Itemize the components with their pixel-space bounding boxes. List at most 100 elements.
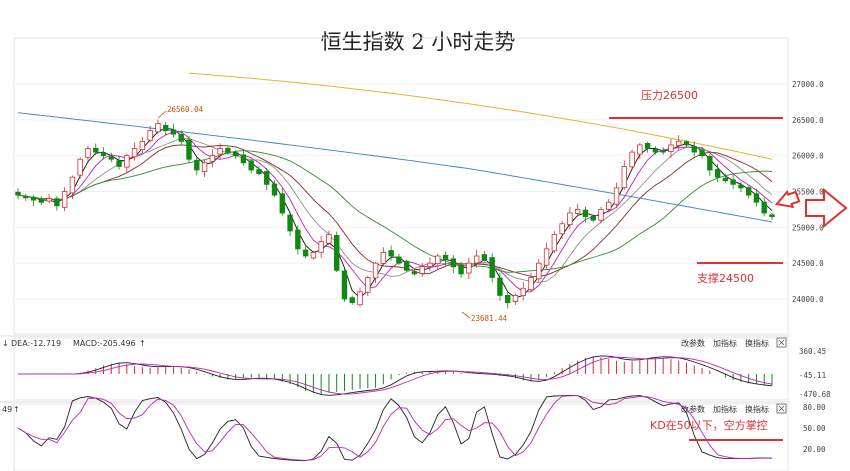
candle-body: [201, 162, 208, 172]
candle-body: [559, 223, 565, 235]
price-tick-label: 27000.0: [792, 80, 824, 89]
macd-dea: DEA:-12.719: [11, 339, 61, 348]
price-tick-label: 25000.0: [792, 223, 824, 232]
candle-body: [349, 297, 355, 303]
candle-body: [567, 212, 573, 225]
candle-body: [256, 169, 262, 174]
candle-body: [450, 258, 456, 268]
candle-body: [264, 171, 270, 185]
kd-buttons[interactable]: 改参数 加指标 换指标: [681, 403, 787, 414]
ma30-line: [17, 144, 773, 278]
ma60-line: [17, 150, 773, 273]
price-tick-label: 24000.0: [792, 295, 824, 304]
candle-body: [442, 254, 449, 260]
candle-body: [248, 160, 254, 171]
kd-k-line: [17, 395, 773, 462]
candles: [15, 119, 775, 309]
macd-up-arrow: ↑: [139, 339, 146, 348]
candle-body: [745, 187, 752, 196]
kd-note: KD在50以下，空方掌控: [650, 418, 768, 432]
candle-body: [30, 196, 37, 201]
candle-body: [512, 295, 519, 303]
kd-panel: [13, 403, 789, 471]
price-tick-label: 26500.0: [792, 116, 824, 125]
kd-d-line: [17, 395, 772, 461]
candle-body: [23, 196, 29, 199]
low-label: 23681.44: [471, 314, 508, 323]
resistance-label: 压力26500: [641, 89, 698, 102]
candle-body: [46, 198, 52, 202]
candle-body: [357, 291, 363, 306]
candle-body: [365, 277, 371, 293]
candle-body: [69, 176, 76, 194]
candle-body: [497, 277, 503, 296]
price-panel: [13, 37, 789, 335]
macd-add-indicator[interactable]: 加指标: [713, 338, 737, 348]
macd-dea-line: [18, 356, 773, 395]
moving-average-lines: [17, 72, 773, 299]
candle-body: [668, 144, 674, 152]
candle-body: [108, 156, 114, 160]
candle-body: [396, 256, 402, 264]
ma120-line: [17, 112, 773, 223]
candle-body: [155, 123, 161, 133]
price-tick-label: 26000.0: [792, 152, 824, 161]
macd-tick-label: -45.11: [799, 371, 826, 380]
kd-plot: [17, 395, 773, 462]
candle-body: [124, 155, 130, 168]
kd-add-indicator[interactable]: 加指标: [713, 404, 737, 414]
candle-body: [683, 141, 690, 146]
candle-body: [287, 214, 293, 232]
candle-body: [699, 149, 705, 157]
candle-body: [380, 252, 387, 264]
candle-body: [582, 209, 589, 217]
candle-body: [162, 124, 169, 131]
candle-body: [209, 155, 216, 162]
candle-body: [116, 160, 122, 167]
candle-body: [77, 158, 83, 176]
candle-body: [302, 249, 309, 257]
candle-body: [660, 150, 666, 153]
candle-body: [170, 129, 177, 135]
candle-body: [598, 209, 604, 221]
candle-body: [15, 191, 21, 196]
candle-body: [54, 198, 60, 207]
macd-switch-indicator[interactable]: 换指标: [745, 338, 769, 348]
candle-body: [139, 140, 146, 151]
kd-axis: 80.00 50.00 20.00: [803, 403, 826, 454]
macd-change-params[interactable]: 改参数: [681, 338, 705, 348]
candle-body: [520, 287, 526, 296]
candle-body: [334, 235, 340, 271]
macd-plot: [18, 355, 773, 396]
ma20-line: [17, 137, 773, 283]
candle-body: [574, 209, 581, 214]
candle-body: [644, 143, 651, 149]
candle-body: [217, 148, 223, 155]
candle-body: [489, 257, 495, 278]
kd-change-params[interactable]: 改参数: [681, 404, 705, 414]
candle-body: [318, 241, 324, 253]
candle-body: [606, 201, 612, 210]
ma250-line: [188, 72, 773, 160]
kd-up-arrow: ↑: [13, 405, 20, 414]
candle-body: [388, 250, 394, 257]
candle-body: [466, 262, 472, 274]
kd-switch-indicator[interactable]: 换指标: [745, 404, 769, 414]
macd-close-icon[interactable]: [776, 337, 787, 348]
ma5-line: [17, 127, 773, 299]
candle-body: [232, 152, 239, 157]
macd-tick-label: 360.45: [799, 347, 826, 356]
candle-body: [738, 184, 744, 189]
kd-header: 49: [2, 405, 12, 414]
kd-close-icon[interactable]: [776, 403, 787, 414]
candle-body: [590, 215, 596, 221]
macd-axis: 360.45 -45.11 -470.68: [799, 347, 831, 399]
macd-buttons[interactable]: 改参数 加指标 换指标: [681, 337, 787, 348]
candle-body: [93, 147, 99, 153]
candle-body: [551, 234, 558, 252]
candle-body: [61, 191, 68, 208]
candle-body: [613, 187, 620, 205]
candle-body: [714, 169, 721, 178]
candle-body: [652, 149, 659, 153]
